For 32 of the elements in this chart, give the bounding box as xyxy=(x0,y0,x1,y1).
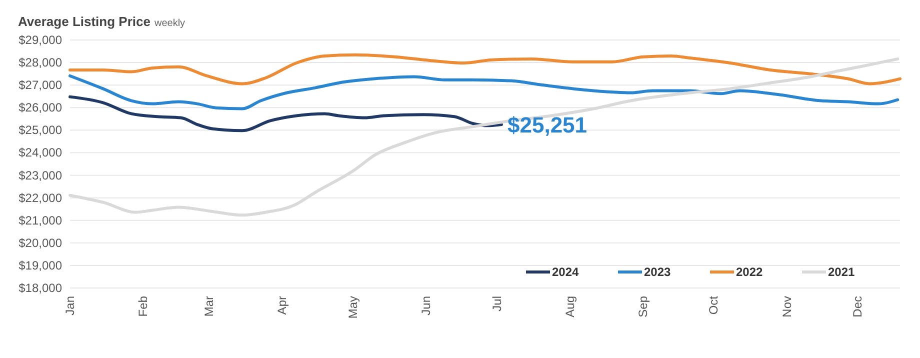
x-tick-label: Apr xyxy=(275,296,290,315)
y-tick-label: $21,000 xyxy=(18,213,62,228)
legend-label: 2021 xyxy=(828,265,856,279)
x-tick-label: Dec xyxy=(850,296,865,318)
x-tick-label: Jan xyxy=(63,296,77,316)
x-tick-label: Mar xyxy=(202,296,216,317)
y-tick-label: $22,000 xyxy=(18,190,62,205)
y-tick-label: $18,000 xyxy=(18,281,62,295)
x-tick-label: Feb xyxy=(136,296,150,317)
legend-label: 2024 xyxy=(552,265,580,279)
y-tick-label: $29,000 xyxy=(18,33,62,47)
y-tick-label: $27,000 xyxy=(18,78,62,92)
y-tick-label: $25,000 xyxy=(18,123,62,138)
x-tick-label: Nov xyxy=(780,296,794,318)
x-tick-label: Aug xyxy=(562,296,577,318)
y-tick-label: $20,000 xyxy=(18,236,62,250)
y-tick-label: $23,000 xyxy=(18,168,62,182)
x-tick-label: Oct xyxy=(706,295,721,315)
legend-label: 2023 xyxy=(644,265,672,279)
x-tick-label: Jun xyxy=(419,296,434,316)
chart-title: Average Listing Price xyxy=(18,14,150,29)
y-tick-label: $19,000 xyxy=(18,258,62,272)
legend-label: 2022 xyxy=(736,265,764,279)
annotation: $25,251 xyxy=(508,112,588,138)
y-tick-label: $26,000 xyxy=(18,100,62,115)
x-tick-label: Sep xyxy=(636,296,650,318)
x-tick-label: Jul xyxy=(490,296,504,312)
line-series xyxy=(68,95,504,132)
y-tick-label: $28,000 xyxy=(18,56,62,70)
chart-subtitle: weekly xyxy=(153,18,186,29)
y-tick-label: $24,000 xyxy=(18,146,62,160)
x-tick-label: May xyxy=(346,296,360,319)
